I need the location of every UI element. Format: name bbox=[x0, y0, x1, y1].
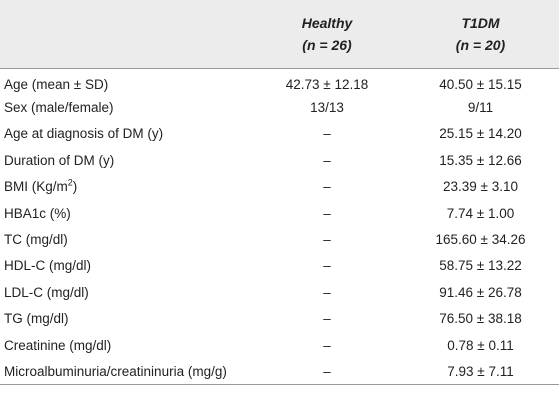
row-label: TG (mg/dl) bbox=[4, 311, 69, 327]
table-body: Age (mean ± SD) 42.73 ± 12.18 40.50 ± 15… bbox=[0, 68, 559, 386]
header-healthy-count: (n = 26) bbox=[302, 36, 352, 53]
header-cell-healthy: Healthy (n = 26) bbox=[252, 0, 402, 69]
table-row: HDL-C (mg/dl) – 58.75 ± 13.22 bbox=[0, 253, 559, 279]
table-row: TG (mg/dl) – 76.50 ± 38.18 bbox=[0, 306, 559, 332]
t1dm-value: 58.75 ± 13.22 bbox=[439, 258, 522, 274]
table-row: HBA1c (%) – 7.74 ± 1.00 bbox=[0, 200, 559, 226]
healthy-value: 13/13 bbox=[310, 100, 344, 116]
healthy-value: – bbox=[252, 358, 402, 386]
row-label: TC (mg/dl) bbox=[4, 232, 68, 248]
table-row: LDL-C (mg/dl) – 91.46 ± 26.78 bbox=[0, 279, 559, 305]
healthy-value: – bbox=[323, 179, 331, 195]
row-label: Creatinine (mg/dl) bbox=[4, 337, 112, 353]
characteristics-table: Healthy (n = 26) T1DM (n = 20) Age (mean… bbox=[0, 0, 559, 386]
healthy-value: – bbox=[323, 152, 331, 168]
table-row: Age at diagnosis of DM (y) – 25.15 ± 14.… bbox=[0, 121, 559, 147]
healthy-value: – bbox=[323, 205, 331, 221]
header-cell-empty bbox=[0, 0, 252, 69]
header-t1dm-count: (n = 20) bbox=[455, 36, 506, 53]
healthy-value: 42.73 ± 12.18 bbox=[285, 76, 369, 92]
table-row: Creatinine (mg/dl) – 0.78 ± 0.11 bbox=[0, 332, 559, 358]
row-label: Age (mean ± SD) bbox=[4, 76, 109, 92]
table-row: Sex (male/female) 13/13 9/11 bbox=[0, 94, 559, 120]
healthy-value: – bbox=[323, 284, 331, 300]
t1dm-value: 23.39 ± 3.10 bbox=[443, 179, 518, 195]
row-label: LDL-C (mg/dl) bbox=[4, 284, 89, 300]
header-healthy-title: Healthy bbox=[301, 14, 353, 31]
row-label: Microalbuminuria/creatininuria (mg/g) bbox=[0, 358, 252, 386]
healthy-value: – bbox=[323, 258, 331, 274]
table-row: Age (mean ± SD) 42.73 ± 12.18 40.50 ± 15… bbox=[0, 68, 559, 94]
t1dm-value: 76.50 ± 38.18 bbox=[439, 311, 522, 327]
row-label: HDL-C (mg/dl) bbox=[4, 258, 92, 274]
table-row: Microalbuminuria/creatininuria (mg/g) – … bbox=[0, 358, 559, 386]
healthy-value: – bbox=[323, 311, 331, 327]
healthy-value: – bbox=[323, 232, 331, 248]
row-label: Age at diagnosis of DM (y) bbox=[4, 126, 164, 142]
row-label-superscript: 2 bbox=[67, 177, 73, 188]
row-label: BMI (Kg/m2) bbox=[0, 174, 252, 200]
table-row: BMI (Kg/m2) – 23.39 ± 3.10 bbox=[0, 174, 559, 200]
row-label: HBA1c (%) bbox=[4, 205, 71, 221]
row-label-tail: ) bbox=[72, 179, 78, 195]
t1dm-value: 15.35 ± 12.66 bbox=[439, 152, 522, 168]
t1dm-value: 9/11 bbox=[467, 100, 494, 116]
t1dm-value: 40.50 ± 15.15 bbox=[439, 76, 522, 92]
t1dm-value: 25.15 ± 14.20 bbox=[439, 126, 522, 142]
header-row: Healthy (n = 26) T1DM (n = 20) bbox=[0, 0, 559, 69]
t1dm-value: 7.74 ± 1.00 bbox=[446, 205, 515, 221]
t1dm-value: 165.60 ± 34.26 bbox=[435, 232, 526, 248]
table-header: Healthy (n = 26) T1DM (n = 20) bbox=[0, 0, 559, 69]
row-label: Duration of DM (y) bbox=[4, 152, 115, 168]
table-row: TC (mg/dl) – 165.60 ± 34.26 bbox=[0, 226, 559, 252]
header-t1dm-title: T1DM bbox=[461, 14, 500, 31]
table-row: Duration of DM (y) – 15.35 ± 12.66 bbox=[0, 147, 559, 173]
row-label-text: BMI (Kg/m bbox=[4, 179, 68, 195]
t1dm-value: 0.78 ± 0.11 bbox=[447, 337, 514, 353]
healthy-value: – bbox=[323, 126, 331, 142]
header-cell-t1dm: T1DM (n = 20) bbox=[402, 0, 559, 69]
healthy-value: – bbox=[323, 337, 331, 353]
t1dm-value: 91.46 ± 26.78 bbox=[439, 284, 522, 300]
t1dm-value: 7.93 ± 7.11 bbox=[402, 358, 559, 386]
row-label: Sex (male/female) bbox=[4, 100, 114, 116]
